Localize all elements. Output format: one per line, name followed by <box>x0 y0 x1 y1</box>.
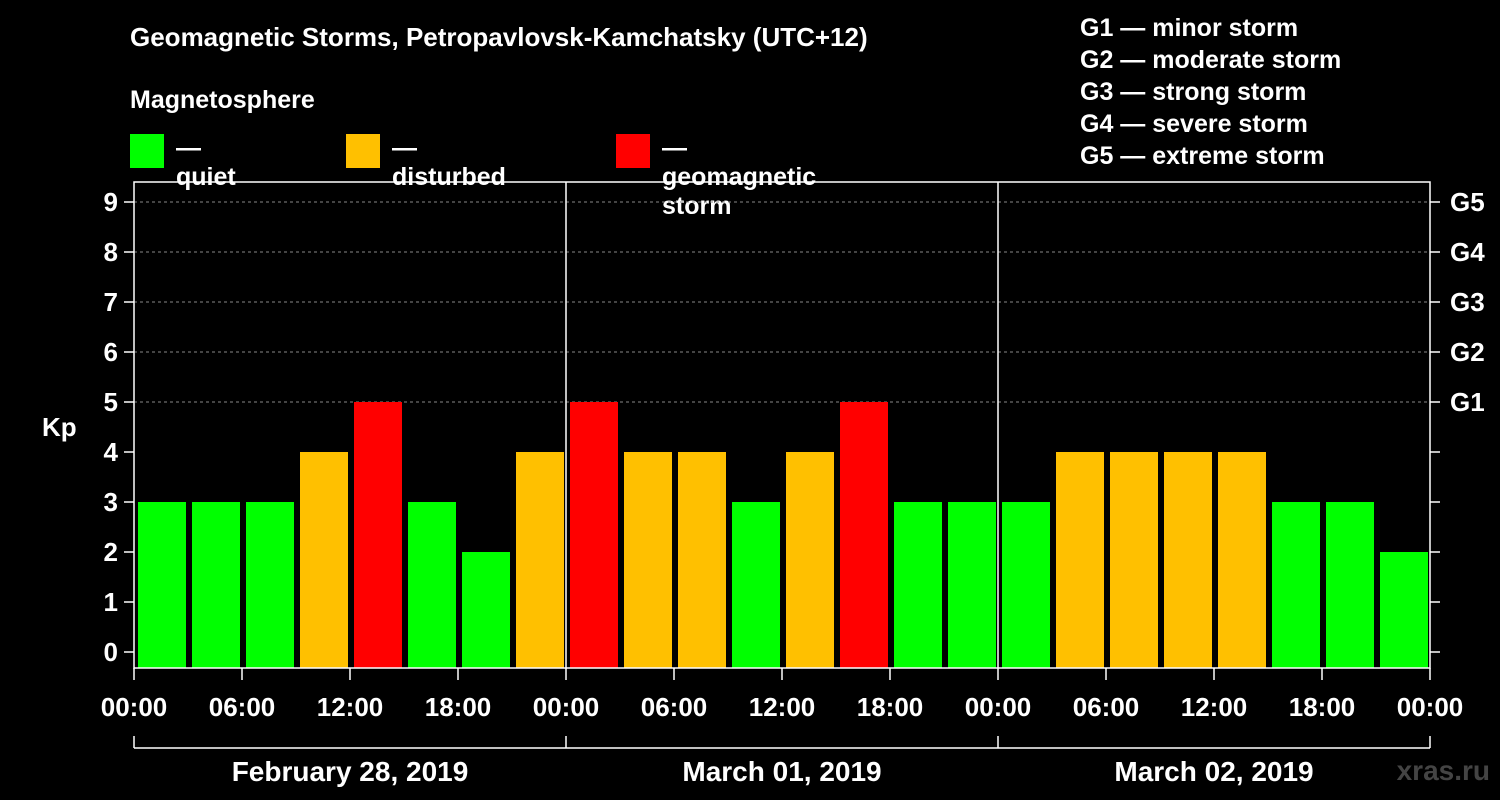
kp-bar <box>138 502 186 668</box>
kp-bar <box>624 452 672 668</box>
kp-bar <box>1218 452 1266 668</box>
x-tick-label: 12:00 <box>749 692 816 722</box>
g-legend-g5: G5 — extreme storm <box>1080 142 1325 170</box>
y-tick-label: 7 <box>104 287 118 317</box>
y-tick-label: 9 <box>104 187 118 217</box>
g-scale-label: G3 <box>1450 287 1485 317</box>
y-axis-label: Kp <box>42 412 77 442</box>
x-tick-label: 00:00 <box>101 692 168 722</box>
g-legend-g2: G2 — moderate storm <box>1080 46 1342 74</box>
kp-bar <box>192 502 240 668</box>
y-tick-label: 2 <box>104 537 118 567</box>
legend-swatch-quiet <box>130 134 164 168</box>
kp-bar <box>1110 452 1158 668</box>
kp-bar <box>786 452 834 668</box>
y-tick-label: 6 <box>104 337 118 367</box>
kp-bar <box>462 552 510 668</box>
kp-bar <box>246 502 294 668</box>
kp-bar <box>1272 502 1320 668</box>
legend-label-storm: — geomagnetic storm <box>662 134 817 220</box>
kp-bar <box>408 502 456 668</box>
x-tick-label: 18:00 <box>425 692 492 722</box>
y-tick-label: 3 <box>104 487 118 517</box>
g-legend-g3: G3 — strong storm <box>1080 78 1307 106</box>
kp-bar <box>894 502 942 668</box>
x-tick-label: 00:00 <box>965 692 1032 722</box>
legend-label-quiet: — quiet <box>176 134 236 191</box>
watermark: xras.ru <box>1396 755 1490 786</box>
kp-bar <box>1164 452 1212 668</box>
kp-bar <box>948 502 996 668</box>
date-label: March 02, 2019 <box>1114 756 1313 787</box>
g-scale-label: G1 <box>1450 387 1485 417</box>
g-scale-label: G4 <box>1450 237 1485 267</box>
chart-title: Geomagnetic Storms, Petropavlovsk-Kamcha… <box>130 22 868 52</box>
x-tick-label: 12:00 <box>1181 692 1248 722</box>
g-scale-label: G5 <box>1450 187 1485 217</box>
x-tick-label: 12:00 <box>317 692 384 722</box>
x-tick-label: 18:00 <box>1289 692 1356 722</box>
y-tick-label: 0 <box>104 637 118 667</box>
x-tick-label: 18:00 <box>857 692 924 722</box>
kp-bar <box>570 402 618 668</box>
x-tick-label: 00:00 <box>1397 692 1464 722</box>
legend-swatch-disturbed <box>346 134 380 168</box>
kp-bar <box>678 452 726 668</box>
x-tick-label: 06:00 <box>1073 692 1140 722</box>
kp-bar <box>1380 552 1428 668</box>
kp-bar <box>300 452 348 668</box>
g-scale-label: G2 <box>1450 337 1485 367</box>
y-tick-label: 1 <box>104 587 118 617</box>
kp-bar <box>1056 452 1104 668</box>
g-legend-g4: G4 — severe storm <box>1080 110 1308 138</box>
kp-bar <box>516 452 564 668</box>
kp-bar <box>732 502 780 668</box>
legend-title: Magnetosphere <box>130 86 315 114</box>
x-tick-label: 00:00 <box>533 692 600 722</box>
legend-label-disturbed: — disturbed <box>392 134 506 191</box>
date-label: March 01, 2019 <box>682 756 881 787</box>
y-tick-label: 5 <box>104 387 118 417</box>
y-tick-label: 8 <box>104 237 118 267</box>
kp-bar <box>840 402 888 668</box>
date-label: February 28, 2019 <box>232 756 469 787</box>
y-tick-label: 4 <box>104 437 119 467</box>
kp-bar <box>1326 502 1374 668</box>
kp-bar <box>1002 502 1050 668</box>
x-tick-label: 06:00 <box>209 692 276 722</box>
x-tick-label: 06:00 <box>641 692 708 722</box>
g-legend-g1: G1 — minor storm <box>1080 14 1299 42</box>
legend-swatch-storm <box>616 134 650 168</box>
kp-bar <box>354 402 402 668</box>
